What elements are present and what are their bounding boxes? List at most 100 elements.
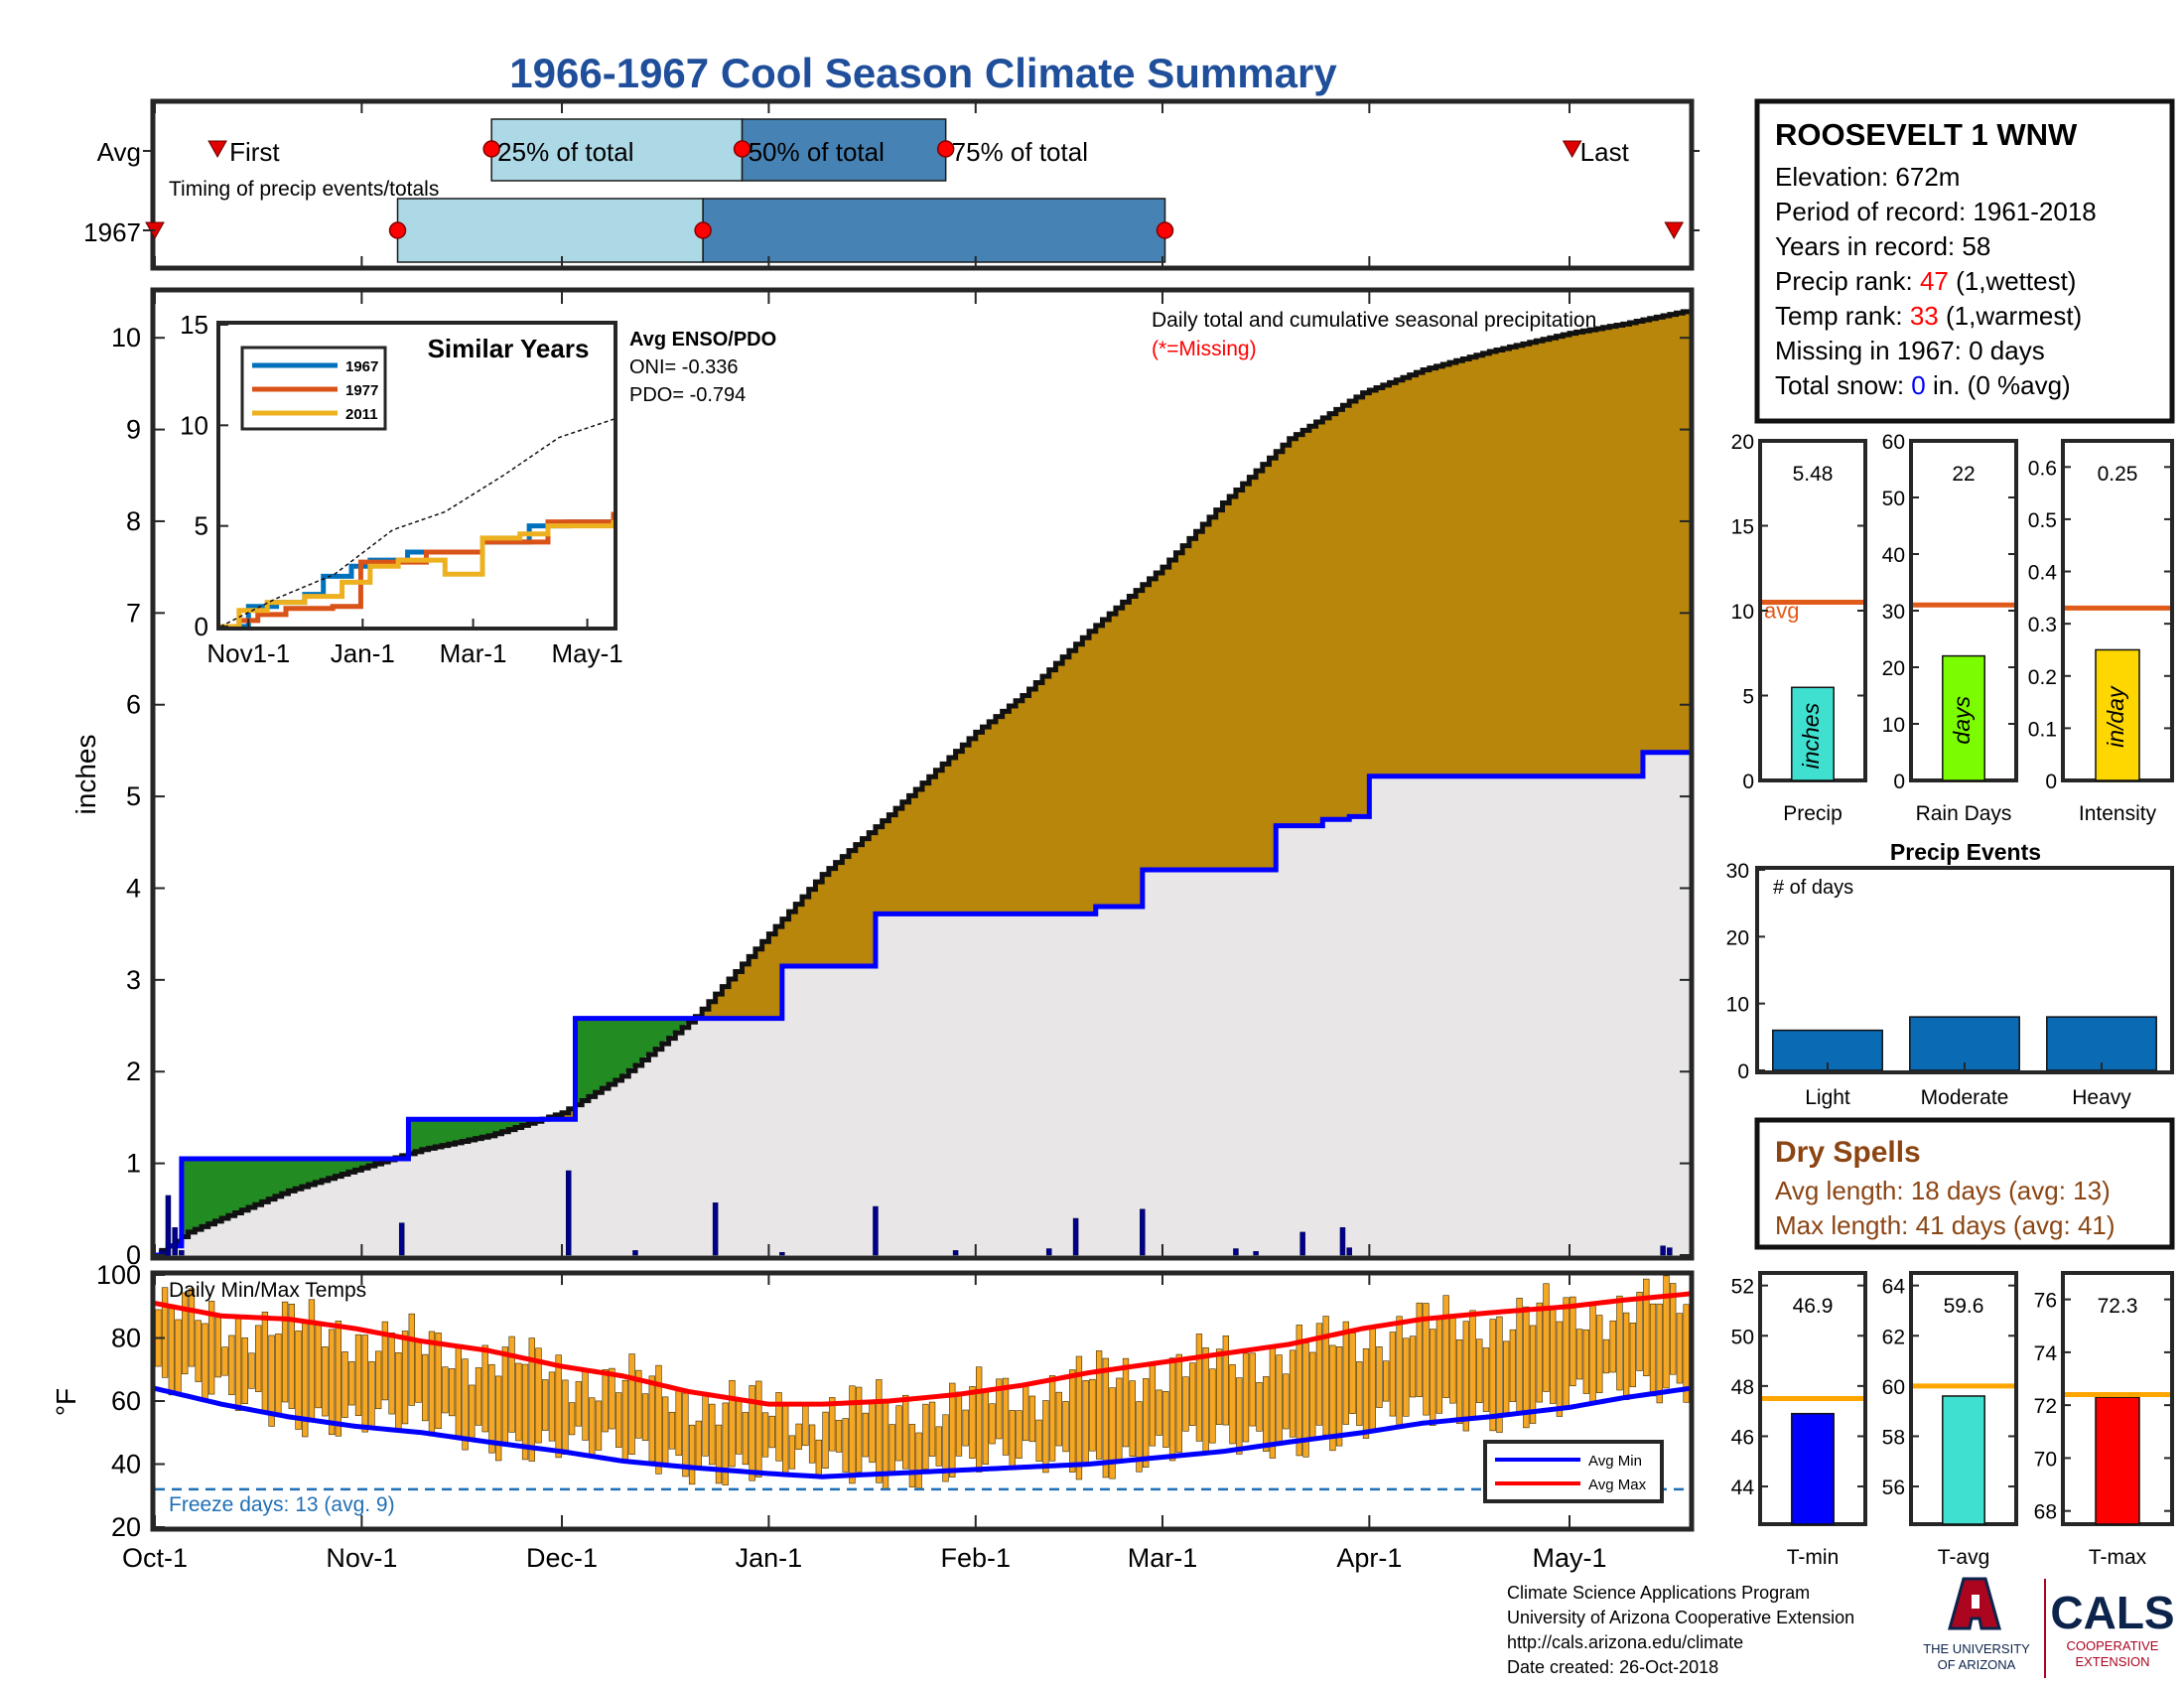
stat-y-tick-label: 0.5 [2028, 509, 2057, 532]
legend-label-2011: 2011 [345, 406, 378, 423]
daily-temp-bar [1556, 1321, 1564, 1417]
precip-y-tick-label: 2 [126, 1056, 141, 1086]
ua-logo-line-2: OF ARIZONA [1938, 1657, 2016, 1672]
inset-y-tick-label: 15 [180, 310, 208, 340]
timing-avg-last-marker [1562, 140, 1582, 159]
events-bar-moderate [1909, 1016, 2020, 1071]
daily-temp-bar [395, 1351, 402, 1431]
stat-y-tick-label: 0.4 [2028, 562, 2058, 585]
daily-temp-bar [682, 1392, 689, 1477]
daily-temp-bar [908, 1424, 916, 1487]
station-info-box: ROOSEVELT 1 WNW Elevation: 672m Period o… [1754, 98, 2175, 424]
daily-temp-bar [214, 1315, 222, 1378]
daily-temp-bar [1523, 1306, 1530, 1429]
daily-precip-bar [632, 1250, 638, 1256]
timing-first-label: First [229, 137, 280, 167]
daily-temp-bar [835, 1420, 843, 1453]
stat-y-tick-label: 50 [1731, 1326, 1754, 1348]
daily-temp-bar [628, 1353, 635, 1455]
cals-wordmark: CALS [2050, 1587, 2174, 1638]
x-tick-label: Nov-1 [326, 1543, 397, 1573]
daily-temp-bar [1449, 1315, 1456, 1404]
daily-temp-bar [1109, 1387, 1116, 1479]
season-surplus-area [181, 1016, 696, 1237]
daily-temp-bar [949, 1382, 956, 1477]
daily-precip-bar [712, 1202, 719, 1256]
daily-temp-bar [1636, 1291, 1643, 1371]
daily-temp-bar [1663, 1275, 1670, 1389]
station-name: ROOSEVELT 1 WNW [1775, 117, 2078, 152]
stat-label-tmax: T-max [2089, 1546, 2147, 1569]
temp-plot [154, 1275, 1691, 1527]
daily-temp-bar [1335, 1346, 1343, 1447]
stat-panels: 0 5 10 15 20 5.48 Precip inches avg 0 10 20 30 40 50 60… [1731, 431, 2174, 1569]
daily-temp-bar [161, 1287, 169, 1378]
stat-y-tick-label: 68 [2034, 1501, 2057, 1524]
daily-temp-bar [1516, 1298, 1523, 1413]
daily-temp-bar [1476, 1338, 1483, 1403]
daily-temp-bar [614, 1392, 622, 1448]
inset-x-tick-label: Jan-1 [331, 638, 395, 668]
daily-temp-bar [261, 1311, 269, 1414]
daily-temp-bar [1416, 1302, 1423, 1397]
daily-temp-bar [1283, 1373, 1290, 1430]
daily-temp-bar [1149, 1364, 1157, 1447]
daily-temp-bar [822, 1411, 829, 1470]
footer-line-2: University of Arizona Cooperative Extens… [1507, 1608, 1854, 1627]
enso-title: Avg ENSO/PDO [629, 329, 776, 351]
footer: Climate Science Applications Program Uni… [1507, 1583, 1854, 1677]
daily-temp-bar [1430, 1329, 1436, 1426]
daily-temp-bar [675, 1389, 682, 1457]
precip-y-tick-label: 5 [126, 781, 141, 811]
daily-temp-bar [315, 1321, 322, 1409]
daily-precip-bar [1233, 1248, 1239, 1256]
daily-temp-bar [1048, 1375, 1056, 1462]
daily-temp-bar [735, 1400, 743, 1455]
daily-temp-bar [1455, 1338, 1463, 1425]
daily-temp-bar [1256, 1381, 1263, 1432]
station-snow: Total snow: 0 in. (0 %avg) [1775, 370, 2071, 400]
timing-avg-bar-25-50 [490, 118, 744, 182]
ua-logo-line-1: THE UNIVERSITY [1923, 1641, 2030, 1656]
inset-x-tick-label: May-1 [551, 638, 622, 668]
stat-panel-intensity: 0 0.1 0.2 0.3 0.4 0.5 0.6 0.25 Intensity in/day [2028, 439, 2174, 825]
stat-value-tavg: 59.6 [1944, 1295, 1984, 1318]
ua-a-counter [1972, 1595, 1979, 1609]
daily-temp-bar [1543, 1283, 1550, 1392]
events-x-tick-label: Moderate [1921, 1086, 2009, 1109]
precip-panel: 0 1 2 3 4 5 6 7 8 9 10 inches Daily total and cumu… [70, 287, 1695, 1270]
stat-value-intensity: 0.25 [2098, 463, 2138, 486]
daily-temp-bar [648, 1375, 655, 1463]
stat-avg-label-precip: avg [1764, 598, 1799, 623]
daily-temp-bar [1209, 1368, 1216, 1444]
stat-y-tick-label: 0.2 [2028, 666, 2057, 689]
daily-temp-bar [635, 1369, 642, 1439]
daily-temp-bar [1670, 1283, 1677, 1375]
daily-temp-bar [555, 1354, 562, 1459]
legend-label-avg-min: Avg Min [1588, 1453, 1642, 1470]
station-missing: Missing in 1967: 0 days [1775, 336, 2045, 365]
precip-y-tick-label: 10 [111, 323, 141, 352]
daily-temp-bar [469, 1384, 476, 1441]
daily-temp-bar [341, 1351, 348, 1418]
daily-temp-bar [1550, 1308, 1557, 1404]
daily-temp-bar [462, 1358, 469, 1451]
daily-temp-bar [428, 1331, 436, 1437]
daily-temp-bar [1095, 1350, 1103, 1460]
daily-temp-bar [935, 1426, 942, 1467]
daily-temp-bar [1362, 1348, 1370, 1439]
precip-y-tick-label: 8 [126, 506, 141, 536]
stat-panel-tmin: 44 46 48 50 52 46.9 T-min [1731, 1271, 1867, 1569]
daily-temp-bar [348, 1360, 355, 1406]
timing-row-avg-label: Avg [97, 137, 141, 167]
daily-temp-bar [1122, 1357, 1130, 1448]
dry-spells-title: Dry Spells [1775, 1136, 1921, 1169]
stat-y-tick-label: 76 [2034, 1290, 2057, 1313]
station-elevation: Elevation: 672m [1775, 162, 1960, 192]
daily-temp-bar [1296, 1325, 1302, 1457]
stat-bar-tmax [2095, 1396, 2140, 1525]
daily-temp-bar [275, 1334, 282, 1417]
daily-precip-bar [1140, 1208, 1146, 1256]
